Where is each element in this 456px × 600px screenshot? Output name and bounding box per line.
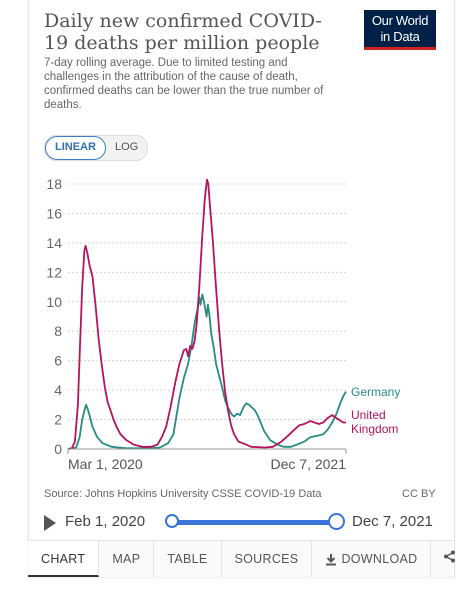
tab-bar: CHART MAP TABLE SOURCES DOWNLOAD bbox=[28, 540, 456, 577]
owid-logo[interactable]: Our World in Data bbox=[364, 10, 436, 50]
tab-download-label: DOWNLOAD bbox=[341, 552, 418, 566]
timeline-start-handle[interactable] bbox=[165, 514, 179, 528]
series-line-germany[interactable] bbox=[67, 293, 347, 450]
source-note[interactable]: Source: Johns Hopkins University CSSE CO… bbox=[44, 488, 322, 500]
logo-line-2: in Data bbox=[380, 29, 420, 44]
share-icon bbox=[444, 550, 456, 563]
y-tick-label: 12 bbox=[46, 264, 62, 280]
y-tick-label: 4 bbox=[54, 382, 62, 398]
y-tick-label: 8 bbox=[54, 323, 62, 339]
tab-map[interactable]: MAP bbox=[99, 541, 155, 577]
download-icon bbox=[326, 553, 337, 565]
legend-uk-line-1[interactable]: United bbox=[351, 408, 386, 422]
y-tick-label: 6 bbox=[54, 353, 62, 369]
tab-chart[interactable]: CHART bbox=[28, 541, 100, 577]
y-axis: 0 2 4 6 8 10 12 14 16 18 bbox=[46, 176, 62, 457]
legend-germany[interactable]: Germany bbox=[351, 385, 400, 399]
y-tick-label: 16 bbox=[46, 205, 62, 221]
series-line-united-kingdom[interactable] bbox=[67, 178, 346, 450]
play-icon[interactable] bbox=[44, 515, 56, 531]
legend-uk-line-2[interactable]: Kingdom bbox=[351, 422, 398, 436]
tab-table[interactable]: TABLE bbox=[154, 541, 222, 577]
timeline-range-bar[interactable] bbox=[172, 520, 335, 525]
timeline-end-label: Dec 7, 2021 bbox=[352, 513, 433, 530]
y-tick-label: 0 bbox=[54, 441, 62, 457]
series-layer bbox=[67, 178, 347, 450]
timeline-end-handle[interactable] bbox=[328, 513, 345, 530]
chart-title: Daily new confirmed COVID-19 deaths per … bbox=[44, 10, 322, 54]
log-scale-button[interactable]: LOG bbox=[114, 141, 139, 153]
logo-line-1: Our World bbox=[371, 13, 429, 28]
tab-download[interactable]: DOWNLOAD bbox=[312, 541, 432, 577]
share-button[interactable] bbox=[431, 541, 456, 577]
x-axis: Mar 1, 2020 Dec 7, 2021 bbox=[67, 448, 347, 472]
x-tick-label-start: Mar 1, 2020 bbox=[68, 456, 143, 472]
y-tick-label: 2 bbox=[54, 412, 62, 428]
chart-card bbox=[28, 0, 455, 577]
legend: Germany United Kingdom bbox=[351, 385, 400, 436]
x-tick-label-end: Dec 7, 2021 bbox=[271, 456, 347, 472]
chart-subtitle: 7-day rolling average. Due to limited te… bbox=[44, 57, 324, 111]
scale-toggle: LINEAR LOG bbox=[44, 135, 149, 161]
license-link[interactable]: CC BY bbox=[402, 488, 436, 500]
y-tick-label: 10 bbox=[46, 294, 62, 310]
linear-scale-button[interactable]: LINEAR bbox=[45, 136, 106, 160]
tab-sources[interactable]: SOURCES bbox=[222, 541, 313, 577]
grid-layer bbox=[68, 183, 346, 421]
y-tick-label: 14 bbox=[46, 235, 62, 251]
timeline-start-label: Feb 1, 2020 bbox=[65, 513, 146, 530]
y-tick-label: 18 bbox=[46, 176, 62, 192]
timeline: Feb 1, 2020 Dec 7, 2021 bbox=[44, 512, 444, 534]
